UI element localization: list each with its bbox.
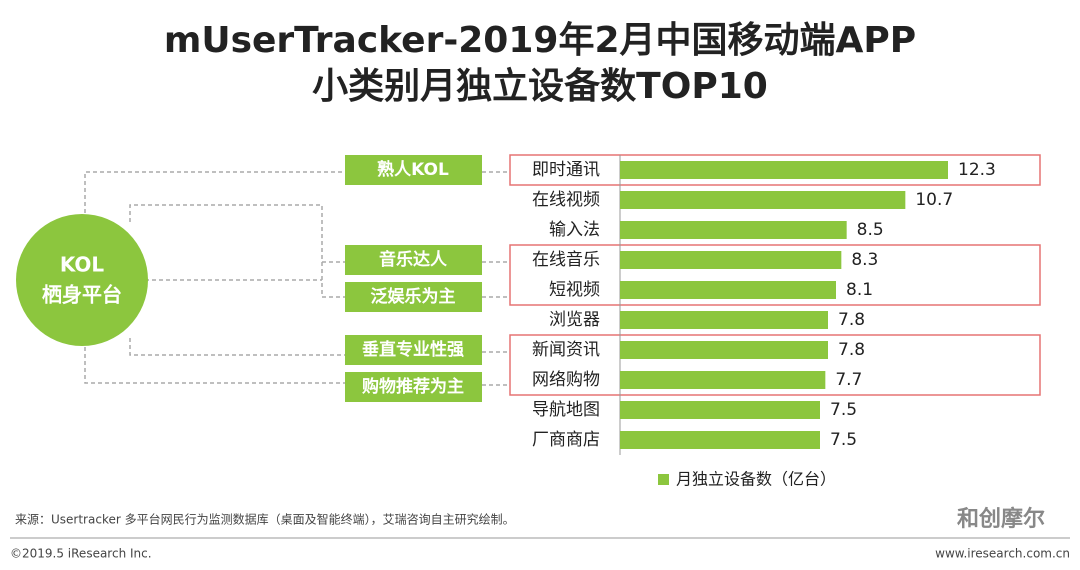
copyright: ©2019.5 iResearch Inc. [10, 547, 152, 561]
legend-label: 月独立设备数（亿台） [676, 470, 836, 489]
kol-tag [345, 245, 482, 275]
value-label: 8.5 [857, 220, 884, 240]
value-label: 7.8 [838, 340, 865, 360]
bar [620, 311, 828, 329]
bar [620, 191, 906, 209]
connector [84, 171, 345, 220]
kol-tag [345, 372, 482, 402]
category-label: 新闻资讯 [532, 340, 600, 360]
category-label: 在线音乐 [532, 250, 600, 270]
bar [620, 341, 828, 359]
legend-swatch [658, 474, 669, 485]
bar [620, 401, 820, 419]
value-label: 7.5 [830, 430, 857, 450]
kol-tag [345, 155, 482, 185]
value-label: 8.1 [846, 280, 873, 300]
watermark: 和创摩尔 [957, 506, 1045, 532]
bar [620, 161, 948, 179]
category-label: 即时通讯 [532, 160, 600, 180]
value-label: 8.3 [851, 250, 878, 270]
category-label: 浏览器 [549, 310, 600, 330]
kol-tag-text: 熟人KOL [377, 159, 449, 180]
kol-tag-text: 垂直专业性强 [362, 339, 464, 360]
bar [620, 221, 847, 239]
value-label: 7.7 [835, 370, 862, 390]
title-line: 小类别月独立设备数TOP10 [312, 66, 768, 107]
highlight-box [509, 154, 1041, 186]
bar [620, 251, 842, 269]
bar [620, 281, 836, 299]
category-label: 在线视频 [532, 190, 600, 210]
kol-circle [16, 214, 148, 346]
title-line: mUserTracker-2019年2月中国移动端APP [164, 20, 916, 61]
category-label: 短视频 [549, 280, 600, 300]
connector [129, 338, 345, 356]
bar [620, 371, 826, 389]
connector [145, 261, 345, 281]
website: www.iresearch.com.cn [935, 547, 1070, 561]
value-label: 7.8 [838, 310, 865, 330]
connector [482, 171, 510, 386]
kol-tag-text: 音乐达人 [379, 249, 448, 270]
bar [620, 431, 820, 449]
category-label: 导航地图 [532, 400, 600, 420]
kol-center-text: KOL [60, 253, 105, 277]
kol-tag [345, 335, 482, 365]
kol-tag-text: 购物推荐为主 [362, 376, 464, 397]
value-label: 10.7 [915, 190, 953, 210]
kol-tag-text: 泛娱乐为主 [371, 286, 456, 307]
category-label: 厂商商店 [532, 430, 600, 450]
value-label: 12.3 [958, 160, 996, 180]
connector [84, 340, 345, 384]
source: 来源：Usertracker 多平台网民行为监测数据库（桌面及智能终端），艾瑞咨… [15, 512, 515, 527]
category-label: 输入法 [549, 220, 600, 240]
highlight-box [509, 334, 1041, 396]
highlight-box [509, 244, 1041, 306]
connector [129, 204, 345, 298]
kol-center-text: 栖身平台 [42, 283, 122, 307]
kol-tag [345, 282, 482, 312]
value-label: 7.5 [830, 400, 857, 420]
category-label: 网络购物 [532, 370, 600, 390]
